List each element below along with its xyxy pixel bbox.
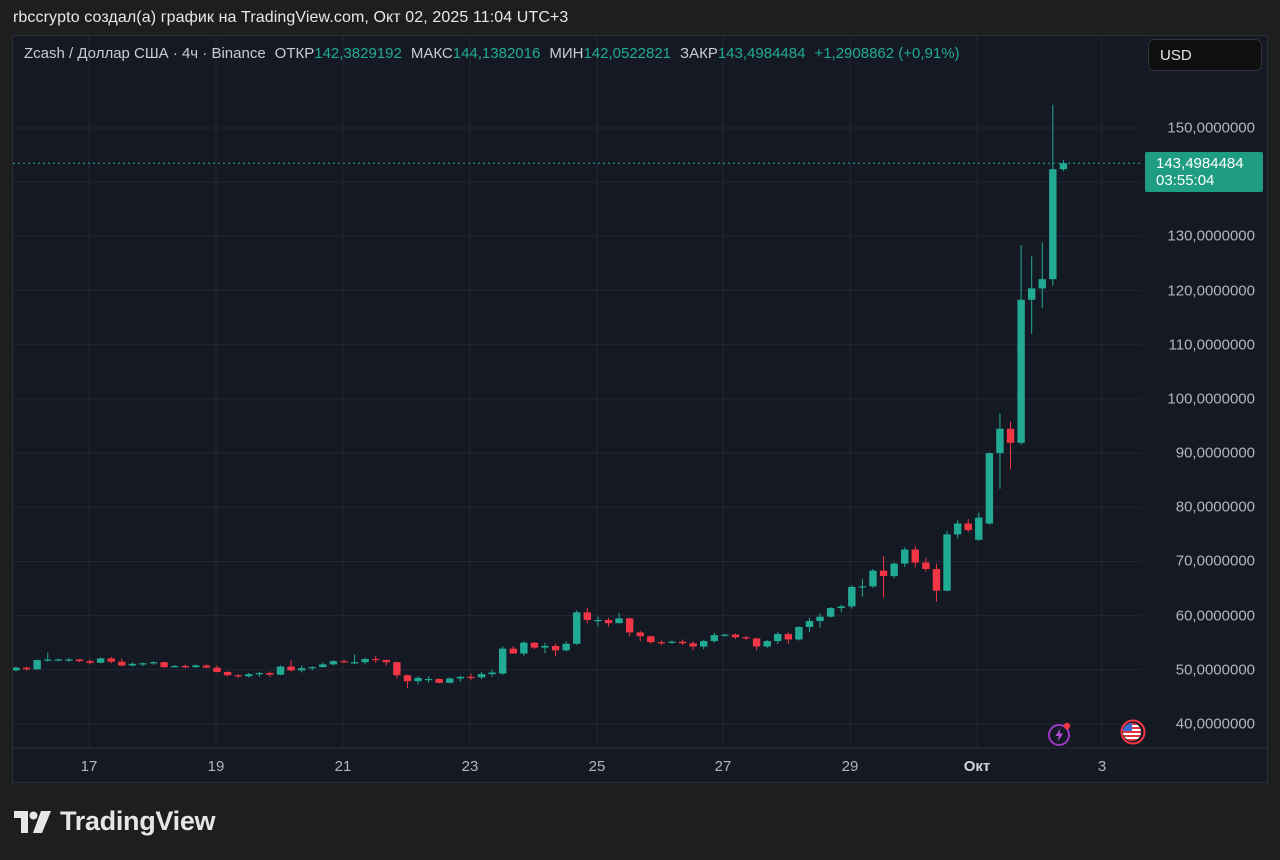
time-axis-label: 21 [334,758,352,775]
time-axis-label: 19 [207,758,225,775]
high-label: МАКС [410,45,453,62]
price-axis-label: 70,0000000 [1175,552,1255,570]
price-axis-label: 100,0000000 [1167,390,1255,408]
price-axis-label: 120,0000000 [1167,282,1255,300]
time-axis-label: 25 [588,758,606,775]
close-value: 143,4984484 [717,45,806,62]
price-axis-label: 40,0000000 [1175,715,1255,733]
tradingview-logo-icon [14,810,51,833]
lightning-icon[interactable] [1047,721,1073,747]
price-axis-label: 110,0000000 [1168,336,1255,354]
open-label: ОТКР [274,45,315,62]
price-axis-label: 130,0000000 [1167,227,1255,245]
price-axis-label: 150,0000000 [1167,119,1255,137]
high-value: 144,1382016 [452,45,541,62]
last-price-tag: 143,4984484 03:55:04 [1145,152,1263,192]
price-axis-label: 90,0000000 [1175,444,1255,462]
chart-pane[interactable]: Zcash / Доллар США · 4ч · Binance ОТКР 14… [12,35,1268,783]
low-label: МИН [549,45,584,62]
price-axis-label: 60,0000000 [1175,607,1255,625]
price-axis-label: 50,0000000 [1175,661,1255,679]
last-price: 143,4984484 [1156,155,1244,172]
symbol-legend: Zcash / Доллар США · 4ч · Binance ОТКР 14… [24,45,969,62]
close-label: ЗАКР [680,45,718,62]
bar-countdown: 03:55:04 [1156,172,1215,189]
tradingview-logo-text: TradingView [60,806,216,836]
change-value: +1,2908862 (+0,91%) [814,45,960,62]
open-value: 142,3829192 [314,45,402,62]
time-axis-label: 27 [714,758,732,775]
time-axis-label: 23 [461,758,479,775]
symbol-title[interactable]: Zcash / Доллар США · 4ч · Binance [24,45,266,62]
tradingview-logo[interactable]: TradingView [14,806,216,837]
time-axis-label: 29 [841,758,859,775]
low-value: 142,0522821 [583,45,672,62]
currency-button[interactable]: USD [1148,39,1262,71]
candlestick-plot[interactable] [13,36,1268,783]
time-axis-label: Окт [963,758,991,775]
time-axis-label: 17 [80,758,98,775]
price-axis-label: 80,0000000 [1175,498,1255,516]
us-flag-icon[interactable] [1120,719,1146,745]
time-axis-label: 3 [1097,758,1107,775]
chart-caption: rbccrypto создал(а) график на TradingVie… [13,9,569,26]
